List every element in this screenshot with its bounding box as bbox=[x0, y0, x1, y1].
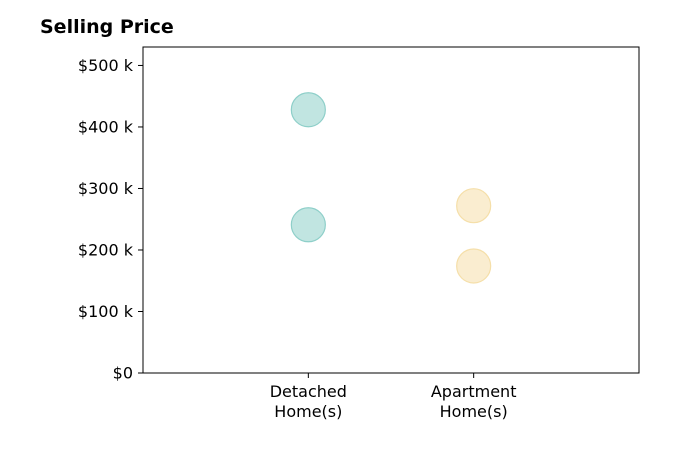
y-tick-label-2: $200 k bbox=[78, 240, 134, 259]
data-point-2 bbox=[456, 188, 492, 224]
chart-title: Selling Price bbox=[40, 16, 174, 38]
y-tick-label-5: $500 k bbox=[78, 56, 134, 75]
data-point-3 bbox=[456, 248, 492, 284]
x-tick-label-0: Detached Home(s) bbox=[270, 382, 347, 421]
y-tick-label-1: $100 k bbox=[78, 302, 134, 321]
plot-area bbox=[142, 46, 640, 374]
y-tick-label-0: $0 bbox=[113, 364, 133, 383]
data-points bbox=[290, 92, 492, 284]
data-point-1 bbox=[290, 207, 326, 243]
x-axis: Detached Home(s) Apartment Home(s) bbox=[270, 373, 517, 421]
x-tick-label-1: Apartment Home(s) bbox=[431, 382, 517, 421]
y-tick-label-3: $300 k bbox=[78, 179, 134, 198]
data-point-0 bbox=[290, 92, 326, 128]
y-tick-label-4: $400 k bbox=[78, 117, 134, 136]
y-axis: $0 $100 k $200 k $300 k $400 k $500 k bbox=[78, 56, 143, 383]
